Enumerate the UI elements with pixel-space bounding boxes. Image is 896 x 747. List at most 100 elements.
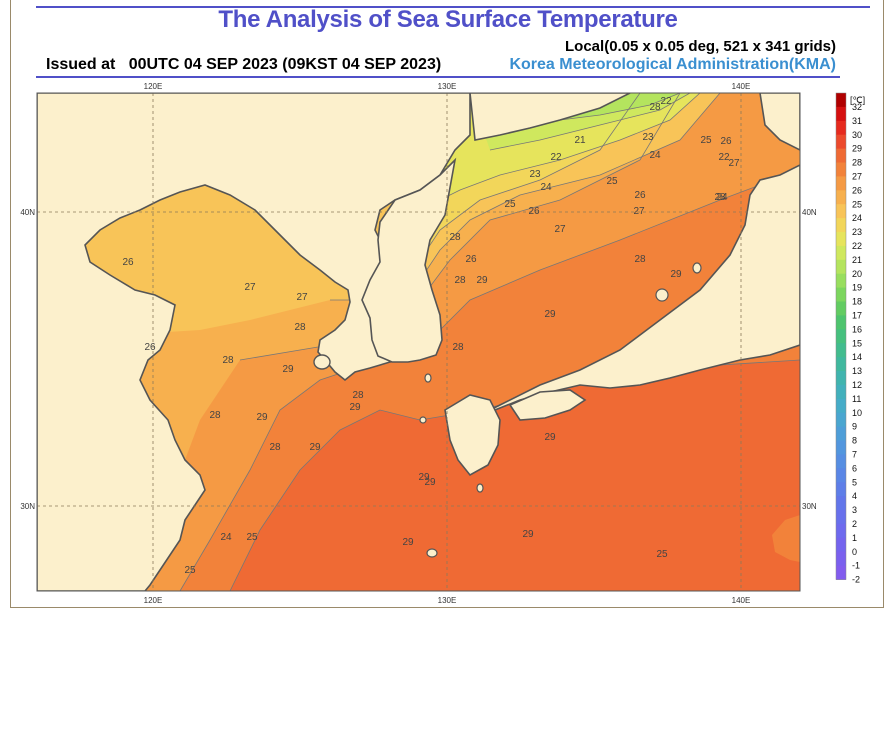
colorbar-swatch [836, 120, 846, 136]
contour-label: 22 [550, 152, 562, 163]
lon-tick-label: 130E [438, 596, 457, 605]
colorbar-label: 22 [852, 241, 862, 251]
contour-label: 28 [634, 254, 646, 265]
colorbar-label: 15 [852, 338, 862, 348]
island [419, 416, 427, 424]
island [424, 373, 432, 383]
contour-label: 28 [452, 342, 464, 353]
colorbar-label: 31 [852, 116, 862, 126]
colorbar-label: 26 [852, 185, 862, 195]
colorbar-label: -1 [852, 561, 860, 571]
contour-label: 26 [465, 254, 477, 265]
contour-label: 29 [670, 269, 682, 280]
contour-label: 28 [649, 102, 661, 113]
colorbar-swatch [836, 468, 846, 483]
colorbar-swatch [836, 259, 846, 275]
contour-labels: 2221222324252322262724242526272526282928… [122, 96, 740, 576]
colorbar-label: 29 [852, 144, 862, 154]
colorbar-swatch [836, 482, 846, 497]
colorbar-swatch [836, 204, 846, 219]
title-rule [36, 6, 870, 8]
contour-label: 29 [522, 529, 534, 540]
contour-label: 24 [716, 192, 728, 203]
contour-label: 27 [633, 206, 645, 217]
colorbar-label: 9 [852, 422, 857, 432]
colorbar-swatch [836, 412, 846, 427]
colorbar-unit: [℃] [850, 95, 865, 105]
contour-label: 24 [649, 150, 661, 161]
colorbar-label: 21 [852, 255, 862, 265]
island [426, 548, 438, 558]
lon-tick-label: 140E [732, 82, 751, 91]
colorbar-swatch [836, 232, 846, 247]
land-hokkaido [759, 93, 800, 151]
colorbar-label: 7 [852, 450, 857, 460]
lat-tick-label: 30N [802, 502, 817, 511]
contour-label: 28 [454, 275, 466, 286]
contour-label: 28 [269, 442, 281, 453]
colorbar-label: 18 [852, 297, 862, 307]
contour-label: 26 [528, 206, 540, 217]
contour-label: 25 [656, 549, 668, 560]
contour-label: 27 [244, 282, 256, 293]
colorbar-swatch [836, 523, 846, 539]
contour-label: 26 [122, 257, 134, 268]
colorbar-swatch [836, 273, 846, 288]
contour-label: 27 [728, 158, 740, 169]
contour-label: 27 [554, 224, 566, 235]
colorbar-swatch [836, 551, 846, 566]
colorbar-label: 0 [852, 547, 857, 557]
colorbar-label: 11 [852, 394, 861, 404]
land-kyushu [444, 394, 501, 477]
contour-label: 29 [309, 442, 321, 453]
contour-label: 22 [718, 152, 730, 163]
contour-label: 25 [246, 532, 258, 543]
colorbar-swatch [836, 218, 846, 233]
lat-tick-label: 30N [20, 502, 35, 511]
colorbar-swatch [836, 106, 846, 122]
chart-title: The Analysis of Sea Surface Temperature [218, 6, 678, 33]
colorbar-label: 10 [852, 408, 862, 418]
contour-label: 28 [449, 232, 461, 243]
contour-label: 29 [418, 472, 430, 483]
land-shikoku [508, 389, 587, 421]
contour-label: 25 [184, 565, 196, 576]
colorbar-label: 20 [852, 269, 862, 279]
colorbar-label: 23 [852, 227, 862, 237]
colorbar-swatch [836, 440, 846, 455]
lon-tick-label: 120E [144, 82, 163, 91]
colorbar-swatch [836, 426, 846, 441]
colorbar-swatch [836, 93, 846, 108]
colorbar-swatch [836, 343, 846, 358]
colorbar-label: 12 [852, 380, 862, 390]
colorbar-label: 32 [852, 102, 862, 112]
issued-time: Issued at 00UTC 04 SEP 2023 (09KST 04 SE… [46, 56, 442, 73]
colorbar-swatch [836, 329, 846, 344]
contour-label: 22 [660, 96, 672, 107]
contour-label: 25 [504, 199, 516, 210]
contour-label: 29 [544, 432, 556, 443]
island [313, 354, 331, 370]
contour-label: 26 [144, 342, 156, 353]
colorbar-label: 24 [852, 213, 862, 223]
contour-label: 23 [529, 169, 541, 180]
colorbar-label: 25 [852, 199, 862, 209]
contour-label: 29 [424, 477, 436, 488]
contour-label: 27 [296, 292, 308, 303]
colorbar-swatch [836, 287, 846, 302]
island [476, 483, 484, 493]
colorbar-swatch [836, 176, 846, 191]
island [655, 288, 669, 302]
colorbar-label: 2 [852, 519, 857, 529]
contour-label: 28 [222, 355, 234, 366]
header-rule [36, 76, 840, 78]
contour-label: 24 [220, 532, 232, 543]
colorbar-label: 1 [852, 533, 857, 543]
colorbar-swatch [836, 245, 846, 261]
colorbar-swatch [836, 301, 846, 316]
contour-label: 28 [294, 322, 306, 333]
contour-label: 29 [476, 275, 488, 286]
colorbar-swatch [836, 134, 846, 149]
land-korea [361, 157, 457, 363]
